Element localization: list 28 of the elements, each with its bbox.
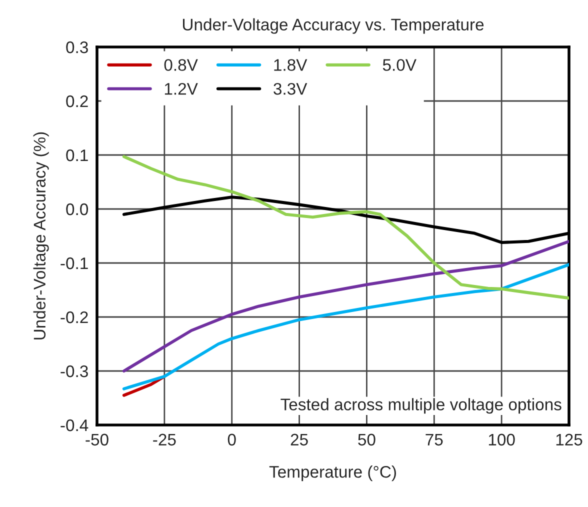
x-axis-title: Temperature (°C)	[269, 466, 396, 482]
x-tick-label: 50	[358, 434, 376, 446]
annotation: Tested across multiple voltage options	[280, 398, 562, 414]
legend-label: 1.2V	[164, 82, 198, 95]
x-tick-label: 100	[488, 434, 515, 446]
y-tick-label: -0.4	[60, 419, 88, 432]
line-series	[122, 263, 569, 390]
y-tick-label: 0.0	[66, 203, 88, 216]
y-tick-label: -0.1	[60, 257, 88, 270]
y-tick-label: 0.3	[66, 41, 88, 54]
x-tick-label: 125	[556, 434, 582, 446]
x-tick-label: -50	[86, 434, 108, 446]
x-tick-label: 75	[426, 434, 443, 446]
y-axis-title: Under-Voltage Accuracy (%)	[33, 132, 49, 340]
y-tick-label: -0.3	[60, 365, 88, 378]
chart-title: Under-Voltage Accuracy vs. Temperature	[182, 18, 484, 34]
legend-label: 1.8V	[274, 59, 308, 71]
y-tick-label: 0.1	[66, 149, 88, 162]
x-tick-label: 25	[290, 434, 308, 446]
legend-label: 0.8V	[164, 59, 198, 71]
x-tick-label: -25	[153, 434, 176, 446]
y-tick-label: -0.2	[60, 311, 88, 324]
legend-label: 3.3V	[274, 82, 308, 95]
y-tick-label: 0.2	[66, 95, 88, 108]
x-tick-label: 0	[228, 434, 236, 446]
line-series	[122, 240, 569, 373]
line-series	[122, 155, 569, 300]
legend-label: 5.0V	[382, 59, 416, 71]
